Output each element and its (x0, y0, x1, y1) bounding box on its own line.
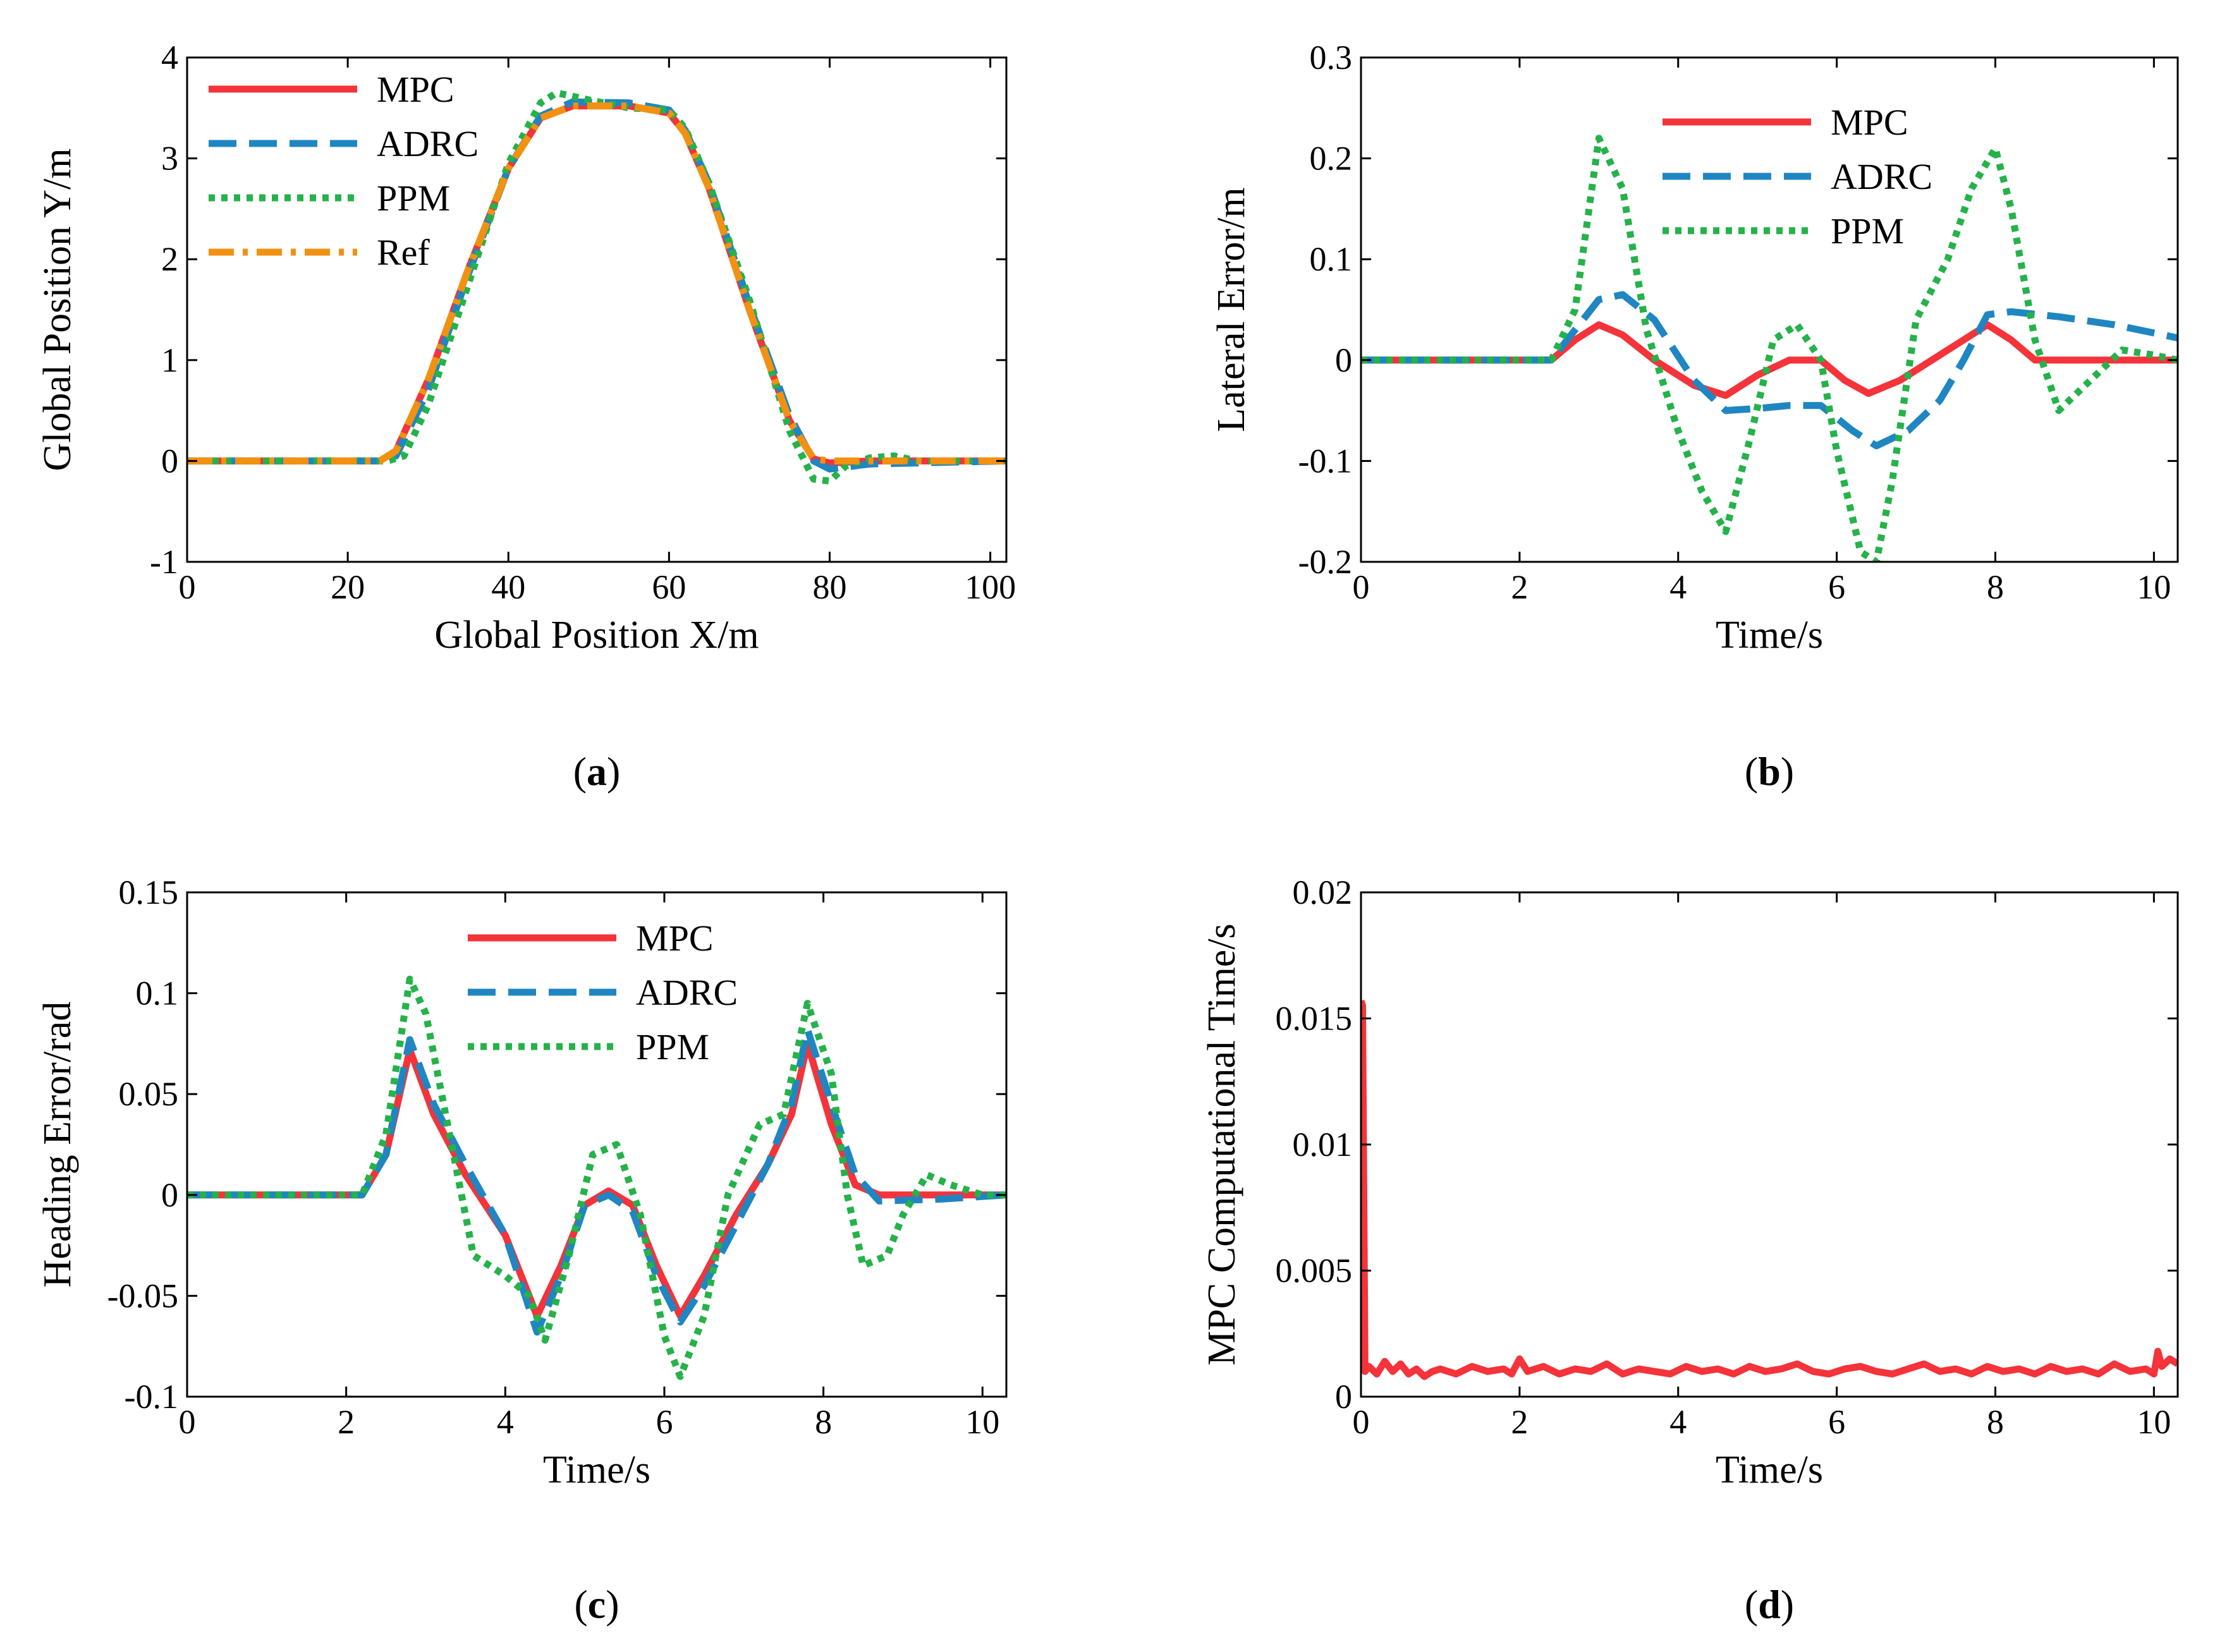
series-line-mpc (187, 102, 1006, 467)
y-tick-label: 3 (161, 140, 178, 178)
y-tick-label: 0.015 (1276, 1000, 1353, 1038)
y-tick-label: 0.005 (1276, 1252, 1353, 1290)
legend-label: MPC (636, 918, 714, 959)
y-tick-label: 0.02 (1293, 873, 1353, 911)
y-tick-label: 0.2 (1310, 140, 1353, 178)
panel-caption: (d) (1745, 1582, 1794, 1627)
y-tick-label: 0.1 (136, 975, 179, 1012)
x-tick-label: 2 (1511, 1403, 1528, 1441)
panel-caption: (b) (1745, 749, 1794, 794)
x-axis-label: Time/s (1716, 1449, 1823, 1491)
x-tick-label: 6 (1828, 1403, 1845, 1441)
series-line-adrc (187, 1026, 1006, 1336)
plot-frame (186, 56, 1008, 563)
x-tick-label: 6 (656, 1403, 673, 1441)
x-tick-label: 2 (1511, 568, 1528, 606)
x-axis-label: Time/s (1716, 614, 1823, 657)
x-tick-label: 60 (652, 568, 686, 606)
panel-caption: (a) (573, 749, 621, 794)
legend-label: Ref (377, 232, 430, 273)
y-tick-label: -0.1 (125, 1378, 178, 1416)
x-tick-label: 4 (1669, 1403, 1687, 1441)
x-tick-label: 10 (2137, 1403, 2171, 1441)
series-line-mpc (187, 1040, 1006, 1320)
legend-label: PPM (636, 1026, 709, 1067)
panel-caption: (c) (574, 1582, 619, 1627)
y-tick-label: 2 (161, 240, 178, 278)
y-tick-label: 1 (161, 341, 178, 379)
legend-label: ADRC (1831, 156, 1932, 197)
x-tick-label: 10 (2137, 568, 2171, 606)
x-tick-label: 4 (497, 1403, 514, 1441)
series-line-ref (187, 102, 1006, 465)
legend-label: ADRC (636, 972, 738, 1013)
x-tick-label: 0 (1353, 568, 1370, 606)
plot-frame (1360, 891, 2179, 1398)
y-axis-label: MPC Computational Time/s (1200, 923, 1243, 1365)
y-tick-label: 0.01 (1293, 1126, 1353, 1163)
x-tick-label: 2 (338, 1403, 355, 1441)
y-tick-label: 0.3 (1310, 39, 1353, 76)
x-tick-label: 4 (1669, 568, 1687, 606)
series-line-mpc (1361, 999, 2178, 1380)
y-axis-label: Global Position Y/m (36, 149, 79, 471)
legend-label: PPM (377, 178, 450, 219)
x-tick-label: 0 (179, 1403, 196, 1441)
x-axis-label: Global Position X/m (434, 614, 759, 657)
x-tick-label: 8 (1987, 568, 2004, 606)
x-tick-label: 0 (179, 568, 196, 606)
legend-label: MPC (377, 69, 455, 110)
x-tick-label: 80 (812, 568, 846, 606)
series-line-ppm (1361, 135, 2178, 562)
legend-label: PPM (1831, 210, 1904, 252)
x-tick-label: 40 (491, 568, 525, 606)
plot-frame (1360, 56, 2179, 563)
series-line-ppm (187, 975, 1006, 1380)
x-tick-label: 10 (965, 1403, 999, 1441)
x-tick-label: 6 (1828, 568, 1845, 606)
y-tick-label: 0 (1335, 341, 1352, 379)
y-tick-label: 0 (1335, 1378, 1352, 1416)
x-tick-label: 8 (1987, 1403, 2004, 1441)
y-tick-label: 0.05 (119, 1075, 179, 1113)
chart-d: 0 2 4 6 8 10 0 0.005 0.01 0.015 0.02 Time/s MPC Comp… (1200, 873, 2179, 1627)
x-tick-label: 20 (331, 568, 365, 606)
series-line-ppm (187, 89, 1006, 485)
plot-frame (186, 891, 1008, 1398)
chart-b: 0 2 4 6 8 10 -0.2 -0.1 0 0.1 0.2 0.3 Time/s Lateral E… (1210, 39, 2179, 794)
x-tick-label: 0 (1353, 1403, 1370, 1441)
x-tick-label: 100 (965, 568, 1016, 606)
y-tick-label: 4 (161, 39, 178, 76)
y-tick-label: -0.05 (107, 1277, 178, 1315)
series-line-adrc (1361, 291, 2178, 449)
y-tick-label: -0.1 (1298, 442, 1352, 480)
y-tick-label: 0.1 (1310, 240, 1353, 278)
y-axis-label: Lateral Error/m (1210, 187, 1253, 432)
y-tick-label: -0.2 (1298, 543, 1352, 581)
y-axis-label: Heading Error/rad (36, 1002, 79, 1288)
x-tick-label: 8 (815, 1403, 832, 1441)
legend-label: ADRC (377, 123, 479, 164)
y-tick-label: -1 (150, 543, 178, 581)
x-axis-label: Time/s (543, 1449, 650, 1491)
y-tick-label: 0.15 (119, 873, 179, 911)
y-tick-label: 0 (161, 442, 178, 480)
y-tick-label: 0 (161, 1176, 178, 1214)
series-line-adrc (187, 98, 1006, 473)
legend-label: MPC (1831, 102, 1908, 143)
chart-c: 0 2 4 6 8 10 -0.1 -0.05 0 0.05 0.1 0.15 Time/s Headin… (36, 873, 1008, 1627)
